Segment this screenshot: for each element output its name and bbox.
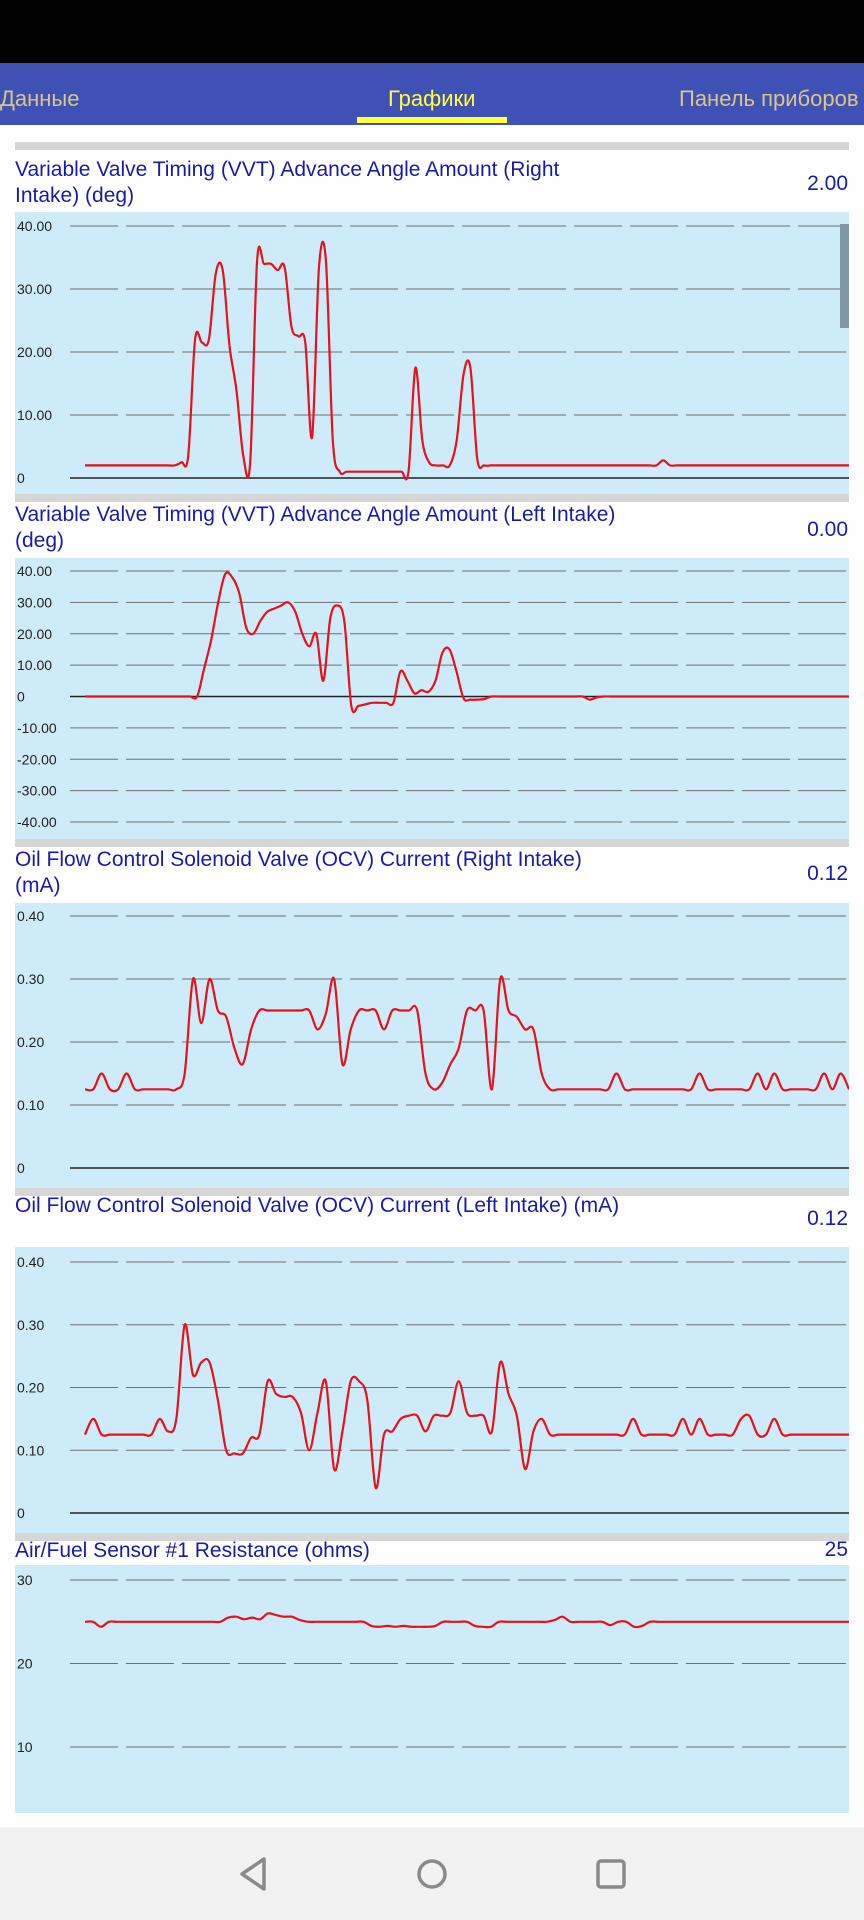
y-tick-label: 0	[17, 470, 25, 486]
y-tick-label: 40.00	[17, 563, 52, 579]
chart-title: Oil Flow Control Solenoid Valve (OCV) Cu…	[15, 1194, 620, 1217]
y-tick-label: 40.00	[17, 218, 52, 234]
series-line	[85, 571, 849, 714]
scrollbar-thumb[interactable]	[840, 224, 849, 328]
chart-plot-area	[15, 1247, 849, 1533]
chart-current-value: 25	[824, 1538, 848, 1561]
line-chart[interactable]: 40.00 30.00 20.00 10.00 0	[15, 212, 849, 494]
y-tick-label: 0.30	[17, 1317, 44, 1333]
y-tick-label: 0.10	[17, 1097, 44, 1113]
system-nav-bar	[0, 1827, 864, 1920]
y-tick-label: -40.00	[17, 814, 57, 830]
chart-current-value: 0.12	[807, 862, 848, 885]
y-tick-label: 0.40	[17, 1254, 44, 1270]
chart-title: Air/Fuel Sensor #1 Resistance (ohms)	[15, 1539, 370, 1562]
chart-divider	[15, 494, 849, 502]
y-tick-label: 30.00	[17, 281, 52, 297]
y-tick-label: 20.00	[17, 626, 52, 642]
recents-square-icon[interactable]	[586, 1849, 636, 1899]
y-tick-label: 30	[17, 1572, 33, 1588]
chart-plot-area	[15, 903, 849, 1188]
home-circle-icon[interactable]	[407, 1849, 457, 1899]
status-bar	[0, 0, 864, 63]
chart-plot-area	[15, 558, 849, 839]
y-tick-label: 10	[17, 1739, 33, 1755]
y-tick-label: 10.00	[17, 407, 52, 423]
tab-data[interactable]: Данные	[0, 86, 80, 111]
chart-current-value: 0.00	[807, 518, 848, 541]
y-tick-label: 20	[17, 1656, 33, 1672]
series-line	[83, 1323, 849, 1490]
chart-divider	[15, 1533, 849, 1541]
chart-divider	[15, 1188, 849, 1196]
y-tick-label: -20.00	[17, 751, 57, 767]
chart-current-value: 2.00	[807, 172, 848, 195]
series-line	[85, 240, 849, 481]
y-tick-label: 0.30	[17, 971, 44, 987]
line-chart[interactable]: 0.40 0.30 0.20 0.10 0	[15, 1247, 849, 1533]
y-tick-label: 0	[17, 1505, 25, 1521]
back-triangle-icon[interactable]	[230, 1849, 280, 1899]
chart-plot-area	[15, 212, 849, 494]
chart-title: Oil Flow Control Solenoid Valve (OCV) Cu…	[15, 848, 582, 897]
tab-dashboard[interactable]: Панель приборов	[679, 86, 859, 111]
y-tick-label: 0.20	[17, 1380, 44, 1396]
y-tick-label: 0.20	[17, 1034, 44, 1050]
tab-bar: Данные Графики Панель приборов	[0, 63, 864, 125]
chart-current-value: 0.12	[807, 1207, 848, 1230]
chart-title: Variable Valve Timing (VVT) Advance Angl…	[15, 158, 560, 207]
y-tick-label: 0	[17, 1160, 25, 1176]
line-chart[interactable]: 0.40 0.30 0.20 0.10 0	[15, 903, 849, 1188]
series-line	[84, 1612, 849, 1629]
charts-list[interactable]: Variable Valve Timing (VVT) Advance Angl…	[0, 125, 864, 1827]
y-tick-label: 0	[17, 689, 25, 705]
chart-divider	[15, 142, 849, 150]
tab-graphs[interactable]: Графики	[388, 86, 476, 111]
y-tick-label: 10.00	[17, 657, 52, 673]
line-chart[interactable]: 30 20 10	[15, 1565, 849, 1813]
y-tick-label: 0.10	[17, 1442, 44, 1458]
y-tick-label: 0.40	[17, 908, 44, 924]
series-line	[84, 975, 849, 1093]
y-tick-label: 20.00	[17, 344, 52, 360]
y-tick-label: -30.00	[17, 783, 57, 799]
y-tick-label: -10.00	[17, 720, 57, 736]
line-chart[interactable]: 40.00 30.00 20.00 10.00 0 -10.00 -20.00 -30.00 -…	[15, 558, 849, 839]
active-tab-indicator	[357, 117, 507, 123]
chart-title: Variable Valve Timing (VVT) Advance Angl…	[15, 503, 616, 552]
y-tick-label: 30.00	[17, 594, 52, 610]
chart-divider	[15, 839, 849, 847]
chart-plot-area	[15, 1565, 849, 1813]
